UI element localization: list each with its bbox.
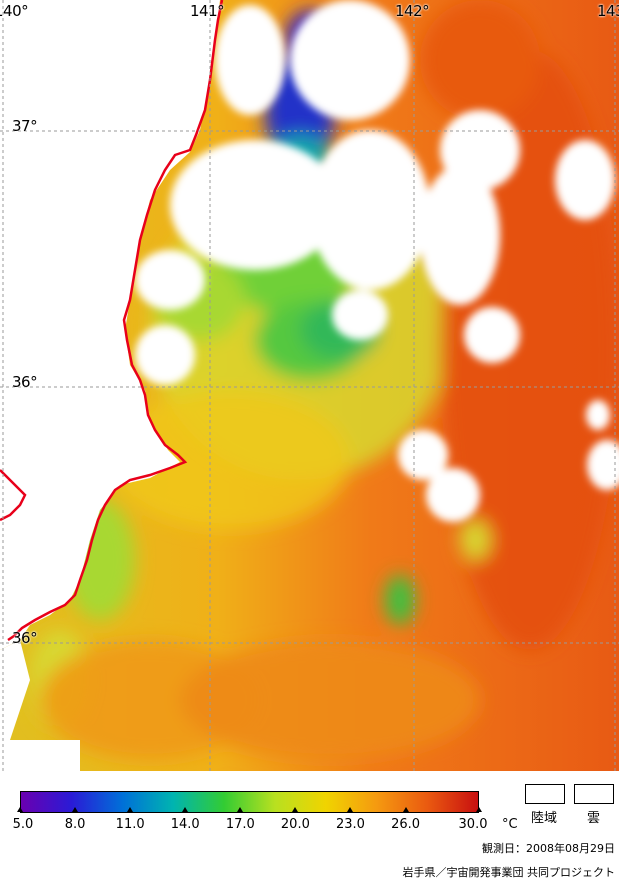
colorbar-tick-label: 20.0 xyxy=(280,817,310,832)
colorbar-tick-mark xyxy=(182,807,189,812)
land-key-swatch xyxy=(525,784,565,804)
unit-label: °C xyxy=(502,817,518,832)
colorbar-tick-mark xyxy=(402,807,409,812)
colorbar-tick-mark xyxy=(17,807,23,812)
lat-label-36-lower: 36° xyxy=(12,629,38,647)
legend: 5.0 8.0 11.0 14.0 17.0 20.0 23.0 26.0 30.0 °C 陸域… xyxy=(0,771,619,881)
cloud-key-label: 雲 xyxy=(587,811,601,826)
temperature-colorbar xyxy=(20,791,479,813)
colorbar-tick-mark xyxy=(237,807,244,812)
credit-line: 岩手県／宇宙開発事業団 共同プロジェクト xyxy=(402,866,616,879)
colorbar-tick-label: 17.0 xyxy=(225,817,255,832)
colorbar-tick-label: 30.0 xyxy=(458,817,488,832)
land-key-label: 陸域 xyxy=(531,811,558,826)
lon-label-142: 142° xyxy=(395,2,430,20)
colorbar-tick-label: 14.0 xyxy=(170,817,200,832)
coastline xyxy=(7,0,224,642)
colorbar-tick-mark xyxy=(292,807,299,812)
land-bottom-left xyxy=(0,740,80,771)
colorbar-tick-label: 23.0 xyxy=(335,817,365,832)
observation-date: 観測日：2008年08月29日 xyxy=(482,842,615,855)
lon-label-141: 141° xyxy=(190,2,225,20)
colorbar-tick-label: 5.0 xyxy=(12,817,34,832)
coastline-bay xyxy=(0,469,27,522)
sst-map-canvas xyxy=(0,0,619,771)
cloud-cover xyxy=(135,0,619,522)
lon-label-143: 143° xyxy=(597,2,619,20)
land-south xyxy=(0,640,30,771)
lon-label-140: 140° xyxy=(0,2,29,20)
colorbar-tick-label: 11.0 xyxy=(115,817,145,832)
lat-label-36-upper: 36° xyxy=(12,373,38,391)
colorbar-tick-label: 26.0 xyxy=(391,817,421,832)
lat-label-37: 37° xyxy=(12,117,38,135)
colorbar-tick-mark xyxy=(347,807,354,812)
colorbar-tick-mark xyxy=(127,807,134,812)
colorbar-tick-label: 8.0 xyxy=(64,817,86,832)
sst-map: 140° 141° 142° 143° 37° 36° 36° xyxy=(0,0,619,771)
graticule xyxy=(0,0,619,771)
colorbar-tick-mark xyxy=(72,807,79,812)
land-honshu xyxy=(0,0,220,650)
colorbar-tick-mark xyxy=(476,807,482,812)
cloud-key-swatch xyxy=(574,784,614,804)
